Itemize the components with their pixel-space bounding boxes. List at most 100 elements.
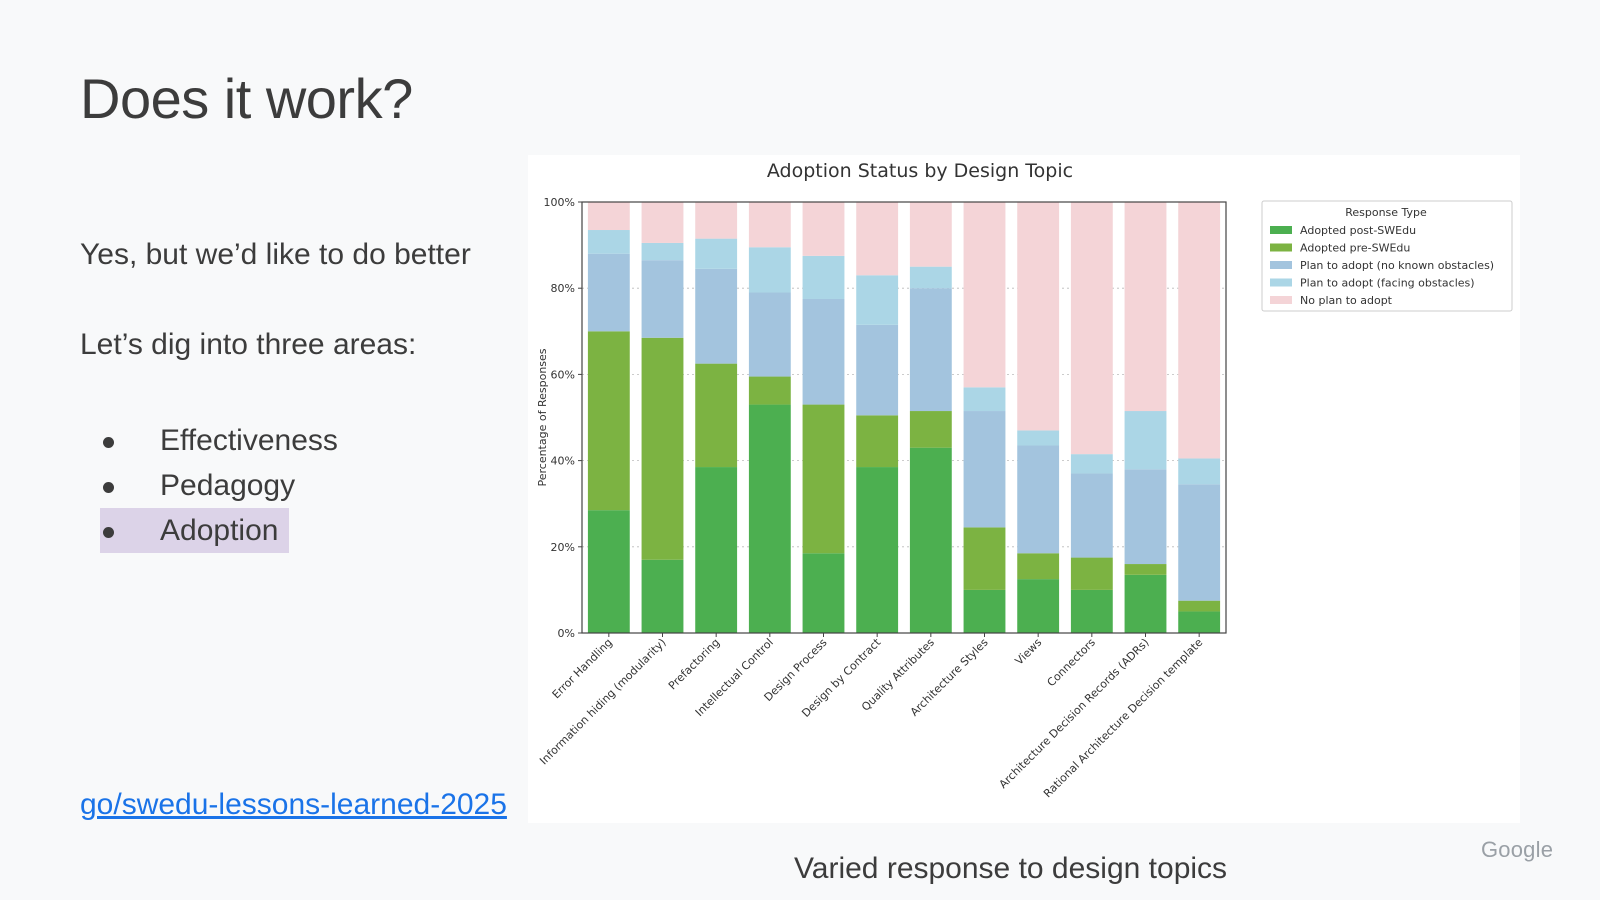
bar-segment [802,404,845,554]
bar-segment [1017,430,1060,446]
bar-segment [1124,564,1167,575]
bullet-effectiveness: Effectiveness [100,418,338,463]
bar-segment [1178,202,1221,459]
bar-segment [802,298,845,405]
bar-segment [1178,484,1221,601]
bar-segment [1070,557,1113,590]
bar-segment [641,202,684,243]
legend-swatch [1270,278,1292,287]
bar-segment [695,268,738,364]
bar-segment [1178,611,1221,633]
bar-segment [1017,445,1060,554]
bar-segment [1070,202,1113,455]
bullet-adoption: Adoption [100,508,289,553]
bullet-pedagogy: Pedagogy [100,463,295,508]
bar-segment [748,376,791,405]
bar-segment [963,411,1006,528]
bar-segment [1178,458,1221,485]
bar-segment [641,242,684,261]
bar-segment [587,253,630,332]
legend-swatch [1270,243,1292,252]
legend-entry: No plan to adopt [1300,294,1393,307]
x-tick-label: Views [1013,636,1045,668]
bar-segment [695,238,738,269]
bar-segment [587,331,630,511]
bar-segment [641,559,684,633]
google-logo: Google [1481,837,1554,862]
y-tick-label: 40% [551,455,575,468]
bullet-label: Pedagogy [160,469,296,502]
bar-segment [909,288,952,412]
chart-panel: Adoption Status by Design Topic 0% 20% 40%… [528,155,1520,823]
bar-segment [587,510,630,633]
legend-title: Response Type [1345,206,1427,219]
bar-segment [963,589,1006,633]
x-tick-label: Connectors [1045,636,1099,690]
y-tick-label: 0% [558,627,575,640]
legend-swatch [1270,261,1292,269]
bar-segment [695,467,738,633]
y-tick-label: 60% [551,368,575,381]
bar-segment [1178,600,1221,612]
bar-segment [909,202,952,267]
bullet-dot-icon [103,527,114,538]
plot-frame [581,201,1227,634]
areas-heading: Let’s dig into three areas: [80,328,417,361]
bar-segment [748,247,791,293]
x-tick-label: Prefactoring [666,636,722,692]
legend-entry: Adopted post-SWEdu [1300,224,1416,237]
bar-segment [695,363,738,468]
bar-segment [1070,589,1113,633]
bar-segment [1124,202,1167,412]
y-tick-label: 100% [544,196,575,209]
bullet-label: Adoption [160,514,279,547]
y-tick-label: 20% [551,541,575,554]
bar-segment [695,202,738,239]
legend-frame [1261,200,1513,312]
legend-swatch [1270,296,1292,304]
legend-entry: Plan to adopt (no known obstacles) [1300,259,1494,272]
lessons-learned-link[interactable]: go/swedu-lessons-learned-2025 [80,788,507,821]
bar-segment [1017,579,1060,633]
bullet-dot-icon [103,437,114,448]
slide-title: Does it work? [80,67,413,130]
bar-segment [641,260,684,338]
adoption-chart: Adoption Status by Design Topic 0% 20% 40%… [536,160,1513,800]
bar-segment [909,266,952,289]
y-axis-label: Percentage of Responses [536,348,549,486]
chart-title: Adoption Status by Design Topic [767,160,1073,182]
bar-segment [1124,469,1167,565]
bar-segment [963,387,1006,412]
chart-legend: Response Type Adopted post-SWEdu Adopted … [1261,200,1513,312]
bar-segment [1017,553,1060,580]
bar-segment [748,202,791,248]
bar-segment [856,415,899,468]
bar-segment [587,202,630,231]
bar-segment [856,275,899,325]
bar-stack-layer [587,202,1221,633]
bar-segment [587,230,630,254]
bar-segment [748,292,791,377]
bar-segment [802,553,845,633]
chart-caption: Varied response to design topics [794,852,1228,885]
bar-segment [963,527,1006,590]
legend-swatch [1270,226,1292,234]
legend-entry: Plan to adopt (facing obstacles) [1300,277,1475,290]
bar-segment [641,337,684,560]
bar-segment [802,255,845,299]
bullet-label: Effectiveness [160,424,338,457]
areas-list: Effectiveness Pedagogy Adoption [100,418,338,553]
bar-segment [856,324,899,416]
bar-segment [748,404,791,633]
bar-segment [909,411,952,448]
bar-segment [1070,454,1113,474]
bar-segment [856,467,899,633]
bar-segment [963,202,1006,388]
bar-segment [1070,473,1113,558]
y-axis: 0% 20% 40% 60% 80% 100% [544,196,582,640]
bar-segment [1017,202,1060,431]
bar-segment [1124,574,1167,633]
bar-segment [909,447,952,633]
bar-segment [1124,411,1167,470]
